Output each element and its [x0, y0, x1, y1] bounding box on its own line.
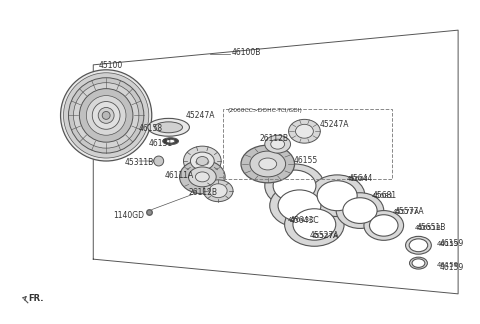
Text: 45100: 45100 — [98, 61, 122, 70]
Text: 45247A: 45247A — [319, 120, 349, 129]
Ellipse shape — [310, 175, 365, 216]
Ellipse shape — [189, 167, 216, 187]
Ellipse shape — [406, 236, 432, 254]
Text: 46111A: 46111A — [165, 171, 194, 180]
Text: 46158: 46158 — [139, 124, 163, 133]
Ellipse shape — [73, 83, 139, 148]
Ellipse shape — [250, 151, 286, 177]
Ellipse shape — [343, 198, 377, 224]
Ellipse shape — [79, 89, 133, 142]
Ellipse shape — [60, 70, 152, 161]
Ellipse shape — [241, 145, 295, 183]
Ellipse shape — [370, 215, 398, 236]
Ellipse shape — [154, 156, 164, 166]
Ellipse shape — [336, 193, 384, 228]
Ellipse shape — [409, 239, 428, 252]
Ellipse shape — [98, 108, 114, 123]
Ellipse shape — [285, 202, 344, 246]
Ellipse shape — [63, 73, 149, 158]
Ellipse shape — [364, 211, 404, 240]
Ellipse shape — [92, 101, 120, 129]
Ellipse shape — [412, 259, 425, 267]
Ellipse shape — [180, 160, 225, 194]
Ellipse shape — [293, 209, 336, 240]
Ellipse shape — [195, 172, 209, 182]
Text: 46159: 46159 — [439, 239, 464, 248]
Ellipse shape — [148, 118, 190, 136]
Text: 45643C: 45643C — [289, 216, 319, 225]
Ellipse shape — [204, 180, 233, 202]
Ellipse shape — [102, 111, 110, 119]
Ellipse shape — [166, 139, 175, 143]
Text: 46100B: 46100B — [232, 49, 262, 57]
Text: 46131: 46131 — [149, 139, 173, 148]
Ellipse shape — [183, 146, 221, 176]
Text: 26112B: 26112B — [189, 188, 217, 197]
Text: 46159: 46159 — [439, 262, 464, 272]
Ellipse shape — [259, 158, 276, 170]
Text: 26112B: 26112B — [260, 134, 289, 143]
Ellipse shape — [271, 139, 285, 149]
Text: 45644: 45644 — [349, 174, 373, 183]
Ellipse shape — [265, 135, 290, 153]
Ellipse shape — [265, 164, 324, 208]
Text: 45651B: 45651B — [415, 226, 442, 231]
Ellipse shape — [86, 96, 126, 135]
Text: 46159: 46159 — [436, 241, 458, 247]
Ellipse shape — [155, 122, 182, 133]
Text: 46159: 46159 — [436, 262, 458, 268]
Ellipse shape — [69, 78, 144, 153]
Text: 45527A: 45527A — [310, 231, 339, 240]
Text: (2000CC>DOHC-TCI/GDI): (2000CC>DOHC-TCI/GDI) — [227, 109, 302, 113]
Text: 46155: 46155 — [294, 156, 318, 165]
Ellipse shape — [296, 124, 313, 138]
Text: 45644: 45644 — [347, 176, 369, 182]
Ellipse shape — [191, 152, 214, 170]
Text: 45681: 45681 — [372, 193, 394, 199]
Bar — [223, 110, 392, 179]
Text: FR.: FR. — [28, 294, 43, 303]
Text: 45247A: 45247A — [185, 111, 215, 120]
Ellipse shape — [288, 119, 320, 143]
Ellipse shape — [278, 190, 321, 221]
Text: 45643C: 45643C — [288, 217, 314, 224]
Ellipse shape — [209, 184, 227, 198]
Text: 1140GD: 1140GD — [113, 211, 144, 220]
Text: 45577A: 45577A — [395, 207, 424, 216]
Text: 45681: 45681 — [373, 191, 397, 200]
Ellipse shape — [273, 170, 316, 202]
Ellipse shape — [409, 257, 427, 269]
Ellipse shape — [270, 184, 329, 227]
Ellipse shape — [163, 138, 179, 145]
Text: 45311B: 45311B — [125, 157, 154, 167]
Text: 45577A: 45577A — [393, 209, 420, 214]
Text: 45527A: 45527A — [312, 233, 338, 239]
Ellipse shape — [196, 156, 208, 166]
Text: 45651B: 45651B — [417, 223, 446, 232]
Ellipse shape — [317, 181, 357, 211]
